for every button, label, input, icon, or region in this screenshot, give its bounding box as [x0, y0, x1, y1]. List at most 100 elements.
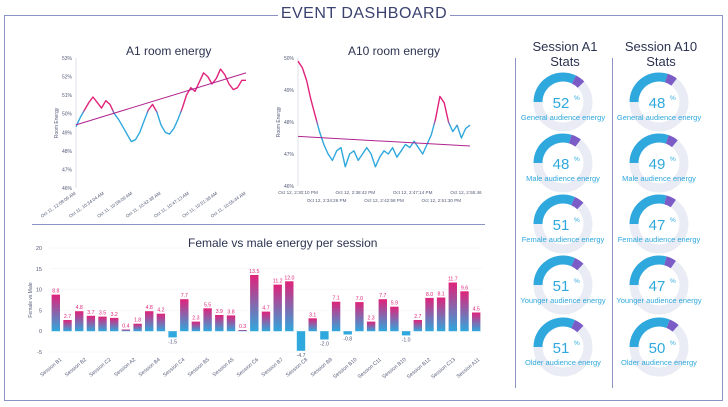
bar-mark — [401, 331, 411, 336]
bar-data-label: 7.7 — [379, 293, 386, 299]
bar-data-label: 8.8 — [52, 289, 59, 295]
bar-data-label: 9.6 — [461, 285, 468, 291]
bar-data-label: 3.7 — [87, 310, 94, 316]
a10-xtick-label: Oct 12, 2:30:10 PM — [278, 190, 318, 195]
gauge: 51% — [533, 194, 593, 254]
gauge-accent-arc — [568, 134, 581, 147]
bar-data-label: 4.5 — [473, 307, 480, 313]
a10-xtick-label: Oct 12, 2:38:42 PM — [336, 190, 376, 195]
bar-xtick-label: Session B4 — [138, 357, 162, 379]
gauge: 51% — [533, 317, 593, 377]
gauge-label: Younger audience energy — [520, 296, 606, 305]
gauge-percent-sign: % — [574, 95, 580, 102]
bar-data-label: 2.3 — [367, 316, 374, 322]
bar-xtick-label: Session A11 — [456, 357, 482, 380]
a10-ylabel: Room Energy — [276, 106, 282, 137]
bar-data-label: 2.7 — [64, 314, 71, 320]
gauge-accent-arc — [666, 319, 679, 332]
gauge-value: 51 — [553, 278, 570, 295]
gauge-fill-arc — [629, 317, 670, 348]
gauge-fill-arc — [629, 194, 667, 225]
bar-mark — [460, 291, 469, 332]
gauge: 47% — [629, 194, 689, 254]
a10-xtick-label: Oct 12, 2:34:26 PM — [307, 198, 347, 203]
bar-mark — [273, 284, 282, 332]
bar-xtick-label: Session C4 — [162, 357, 186, 379]
gauge-label: Female audience energy — [521, 235, 605, 244]
gauge-label: Older audience energy — [525, 358, 601, 367]
gauge-label: Younger audience energy — [616, 296, 702, 305]
bar-data-label: 5.9 — [391, 301, 398, 307]
gauge-percent-sign: % — [574, 217, 580, 224]
bar-mark — [110, 317, 119, 332]
bar-mark — [355, 302, 364, 332]
a10-ytick-label: 50% — [284, 56, 295, 62]
bar-mark — [121, 329, 131, 332]
gauge-label: Female audience energy — [617, 235, 701, 244]
bar-mark — [133, 323, 142, 332]
gauge-value: 47 — [649, 217, 666, 234]
a1-chart-title: A1 room energy — [126, 44, 212, 58]
bar-mark — [261, 311, 271, 332]
gauge-percent-sign: % — [574, 340, 580, 347]
gauge-fill-arc — [533, 194, 575, 225]
bar-ytick-label: 5 — [39, 308, 42, 314]
a1-ytick-label: 50% — [62, 112, 73, 118]
bar-xtick-label: Session C6 — [236, 357, 260, 379]
bar-mark — [448, 282, 457, 332]
bar-data-label: 3.5 — [99, 311, 106, 317]
gauge-accent-arc — [664, 195, 676, 208]
gauge: 50% — [629, 317, 689, 377]
bar-ytick-label: 20 — [36, 246, 42, 252]
bar-mark — [436, 297, 446, 332]
bar-ytick-label: 0 — [39, 329, 42, 335]
bar-data-label: 8.1 — [437, 292, 444, 298]
bar-mark — [472, 312, 481, 332]
gauge-label: Male audience energy — [526, 174, 600, 183]
gauge-fill-arc — [533, 317, 575, 348]
a10-xtick-label: Oct 12, 2:47:14 PM — [393, 190, 433, 195]
gauge-fill-arc — [533, 133, 572, 164]
bar-mark — [308, 318, 317, 332]
bar-ytick-label: 10 — [36, 288, 42, 294]
bar-data-label: 4.2 — [157, 308, 164, 314]
gauge-value: 49 — [649, 156, 666, 173]
bar-data-label: 11.7 — [448, 277, 458, 283]
bar-mark — [250, 275, 259, 332]
gauge-label: Male audience energy — [622, 174, 696, 183]
bar-data-label: 0.4 — [122, 324, 129, 330]
gauge-accent-arc — [665, 135, 678, 148]
a1-ytick-label: 48% — [62, 149, 73, 155]
gauge: 52% — [533, 72, 593, 132]
bar-xtick-label: Session B12 — [406, 357, 432, 380]
bar-mark — [215, 315, 224, 332]
bar-data-label: -4.7 — [297, 353, 306, 359]
gauge-accent-arc — [571, 197, 584, 210]
a1-ytick-label: 53% — [62, 56, 73, 62]
bar-data-label: -1.0 — [402, 337, 411, 343]
bar-xtick-label: Session B7 — [261, 357, 285, 379]
gauge-percent-sign: % — [574, 156, 580, 163]
bar-xtick-label: Session C8 — [285, 357, 309, 379]
a10-ytick-label: 47% — [284, 152, 295, 158]
bar-mark — [168, 331, 177, 338]
stats-divider-left — [515, 58, 516, 388]
bar-xtick-label: Session B1 — [39, 357, 63, 379]
bar-mark — [145, 311, 154, 332]
bar-mark — [226, 315, 236, 332]
gauge-label: General audience energy — [520, 113, 606, 122]
bar-mark — [413, 320, 422, 332]
a1-ytick-label: 51% — [62, 93, 73, 99]
gauge-percent-sign: % — [670, 278, 676, 285]
page-title-wrap: EVENT DASHBOARD — [278, 5, 450, 27]
bar-data-label: -1.5 — [168, 339, 177, 345]
bar-mark — [378, 299, 387, 332]
gauge-fill-arc — [533, 72, 576, 103]
bar-mark — [366, 321, 376, 332]
bar-mark — [320, 331, 329, 340]
bar-mark — [191, 321, 201, 332]
bar-data-label: 3.2 — [111, 312, 118, 318]
a1-ytick-label: 49% — [62, 130, 73, 136]
gauge-value: 50 — [649, 340, 666, 357]
a10-ytick-label: 48% — [284, 120, 295, 126]
